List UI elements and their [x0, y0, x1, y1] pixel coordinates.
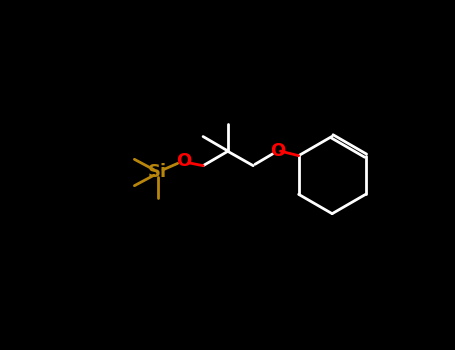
Text: Si: Si: [148, 163, 167, 182]
Text: O: O: [177, 152, 192, 170]
Text: O: O: [271, 142, 286, 160]
